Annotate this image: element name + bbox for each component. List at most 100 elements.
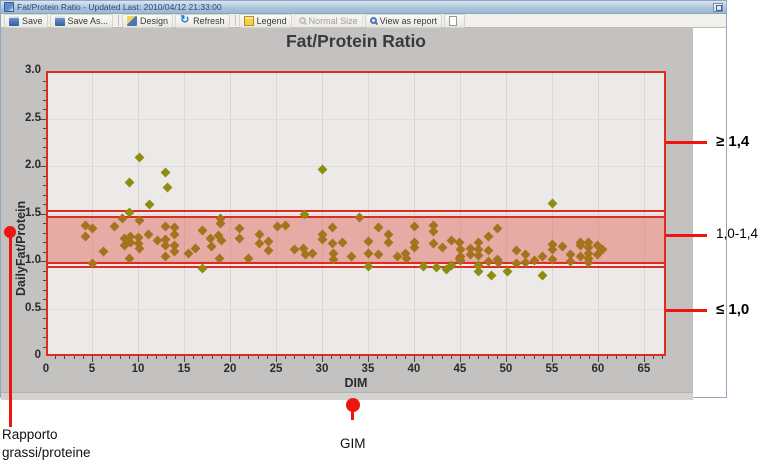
data-point <box>134 152 145 163</box>
x-tick-label: 35 <box>361 363 375 375</box>
toolbar-button-label: Save <box>22 15 43 26</box>
restore-window-button[interactable] <box>713 2 723 12</box>
y-minor-tick <box>43 327 46 329</box>
x-minor-tick <box>579 356 581 359</box>
x-minor-tick <box>64 356 66 359</box>
threshold-annotation-line <box>664 234 707 237</box>
y-minor-tick <box>43 251 46 253</box>
callout-dot-dim <box>346 398 360 412</box>
x-minor-tick <box>561 356 563 359</box>
x-minor-tick <box>450 356 452 359</box>
window-title: Fat/Protein Ratio - Updated Last: 2010/0… <box>17 2 222 12</box>
normal-size-icon <box>298 17 306 24</box>
x-minor-tick <box>570 356 572 359</box>
x-tick-label: 40 <box>407 363 421 375</box>
chart-title: Fat/Protein Ratio <box>285 31 426 51</box>
x-minor-tick <box>294 356 296 359</box>
x-axis-label: DIM <box>344 376 368 390</box>
y-minor-tick <box>43 223 46 224</box>
x-major-tick <box>597 356 599 362</box>
x-minor-tick <box>404 356 406 359</box>
callout-label-fat-protein-ratio: Rapporto grassi/proteine <box>2 427 91 460</box>
new-page-icon <box>449 15 458 26</box>
x-tick-label: 55 <box>545 363 559 375</box>
y-major-tick <box>40 118 46 120</box>
data-point <box>124 177 135 188</box>
x-major-tick <box>505 356 507 362</box>
data-point <box>473 266 484 277</box>
x-minor-tick <box>165 356 167 359</box>
x-tick-label: 5 <box>88 363 96 375</box>
y-minor-tick <box>43 128 46 129</box>
y-minor-tick <box>43 280 46 281</box>
view-report-icon <box>369 17 377 24</box>
threshold-annotation-line <box>664 141 707 144</box>
y-major-tick <box>40 261 46 262</box>
threshold-annotation-label: 1,0-1,4 <box>716 226 759 241</box>
data-point <box>431 262 442 273</box>
x-minor-tick <box>55 356 57 359</box>
x-major-tick <box>137 356 139 362</box>
legend-button[interactable]: Legend <box>238 13 292 28</box>
extra-tool-button[interactable] <box>444 13 466 28</box>
x-minor-tick <box>662 356 664 359</box>
x-minor-tick <box>239 356 241 359</box>
y-major-tick <box>40 308 46 310</box>
x-tick-label: 65 <box>637 363 651 375</box>
y-tick-label: 3.0 <box>25 64 41 76</box>
x-minor-tick <box>496 356 498 359</box>
y-tick-label: 1.0 <box>25 254 41 266</box>
refresh-button[interactable]: Refresh <box>175 13 230 28</box>
x-minor-tick <box>266 356 268 359</box>
y-minor-tick <box>43 337 46 338</box>
refresh-icon <box>180 13 190 26</box>
x-tick-label: 10 <box>131 363 145 375</box>
y-minor-tick <box>43 299 46 300</box>
y-tick-label: 0 <box>34 349 41 361</box>
toolbar-button-label: Save As... <box>67 15 109 26</box>
x-minor-tick <box>377 356 379 359</box>
y-minor-tick <box>43 204 46 205</box>
x-minor-tick <box>588 356 590 359</box>
x-tick-label: 30 <box>315 363 329 375</box>
x-major-tick <box>91 356 93 362</box>
x-minor-tick <box>248 356 250 359</box>
x-minor-tick <box>423 356 425 359</box>
normal-size-button[interactable]: Normal Size <box>293 13 363 28</box>
x-minor-tick <box>211 356 213 359</box>
x-minor-tick <box>257 356 259 359</box>
save-button[interactable]: Save <box>4 13 48 28</box>
y-minor-tick <box>43 137 46 139</box>
x-tick-label: 15 <box>177 363 191 375</box>
x-minor-tick <box>616 356 618 359</box>
y-tick-label: 2.5 <box>25 111 41 124</box>
x-major-tick <box>413 356 415 362</box>
save-as-button[interactable]: Save As... <box>49 13 114 28</box>
y-minor-tick <box>43 194 46 196</box>
limit-line <box>46 209 666 212</box>
save-icon <box>9 15 19 26</box>
threshold-annotation-label: ≥ 1,4 <box>716 133 750 150</box>
app-window: Fat/Protein Ratio - Updated Last: 2010/0… <box>0 0 727 398</box>
x-minor-tick <box>128 356 130 359</box>
y-minor-tick <box>43 80 46 82</box>
chart-client-area: Fat/Protein Ratio DailyFat/Protein 0 5 10 1… <box>1 28 693 400</box>
window-titlebar[interactable]: Fat/Protein Ratio - Updated Last: 2010/0… <box>1 1 726 14</box>
x-minor-tick <box>303 356 305 359</box>
x-minor-tick <box>119 356 121 359</box>
view-as-report-button[interactable]: View as report <box>364 13 443 28</box>
y-minor-tick <box>43 346 46 348</box>
x-minor-tick <box>220 356 222 359</box>
horizontal-gridline <box>46 213 666 215</box>
design-button[interactable]: Design <box>122 13 174 28</box>
toolbar-separator <box>234 15 236 26</box>
x-tick-label: 25 <box>269 363 283 375</box>
x-minor-tick <box>441 356 443 359</box>
x-minor-tick <box>349 356 351 359</box>
y-minor-tick <box>43 99 46 101</box>
toolbar: Save Save As... Design Refresh Legend Normal … <box>1 13 726 28</box>
x-minor-tick <box>156 356 158 359</box>
x-tick-label: 50 <box>499 363 513 375</box>
horizontal-gridline <box>46 166 666 167</box>
